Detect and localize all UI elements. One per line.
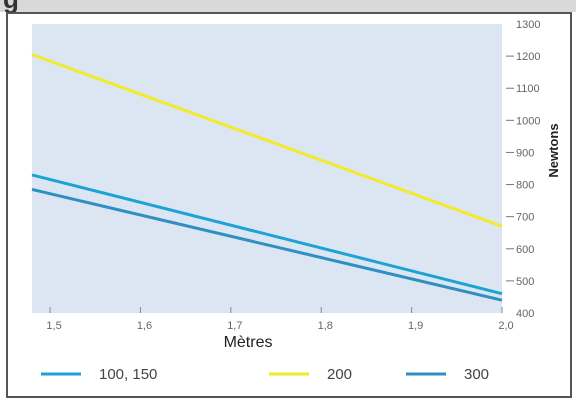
top-strip — [0, 0, 576, 12]
series-line-2 — [31, 187, 503, 302]
y-tick-label: 1300 — [516, 19, 540, 31]
plot-background — [32, 24, 502, 313]
x-axis-title: Mètres — [224, 334, 273, 351]
chart-frame: 1,5 1,6 1,7 1,8 1,9 2,0 400 500 600 700 800 900 100… — [6, 12, 572, 398]
y-axis-title: Newtons — [546, 123, 561, 177]
x-tick-label: 1,8 — [318, 320, 333, 332]
x-tick-label: 1,6 — [137, 320, 152, 332]
y-tick-label: 700 — [516, 212, 534, 224]
y-tick-label: 900 — [516, 147, 534, 159]
y-tick-label: 1000 — [516, 115, 540, 127]
series-line-1 — [31, 53, 503, 228]
legend-label-0: 100, 150 — [99, 366, 157, 383]
legend: 100, 150 200 300 — [41, 366, 489, 383]
series-layer — [31, 53, 503, 302]
legend-label-2: 300 — [464, 366, 489, 383]
y-tick-label: 600 — [516, 244, 534, 256]
page-heading: g — [3, 0, 19, 15]
y-tick-label: 1200 — [516, 51, 540, 63]
legend-label-1: 200 — [327, 366, 352, 383]
y-axis-ticks: 400 500 600 700 800 900 1000 1100 1200 1300 — [506, 19, 540, 320]
y-tick-label: 500 — [516, 276, 534, 288]
y-tick-label: 400 — [516, 308, 534, 320]
x-tick-label: 1,5 — [46, 320, 61, 332]
series-line-0 — [31, 173, 503, 296]
x-axis-ticks: 1,5 1,6 1,7 1,8 1,9 2,0 — [46, 307, 514, 332]
x-tick-label: 1,9 — [408, 320, 423, 332]
y-tick-label: 1100 — [516, 83, 540, 95]
x-tick-label: 2,0 — [498, 320, 513, 332]
x-tick-label: 1,7 — [227, 320, 242, 332]
chart: 1,5 1,6 1,7 1,8 1,9 2,0 400 500 600 700 800 900 100… — [31, 19, 561, 383]
y-tick-label: 800 — [516, 180, 534, 192]
